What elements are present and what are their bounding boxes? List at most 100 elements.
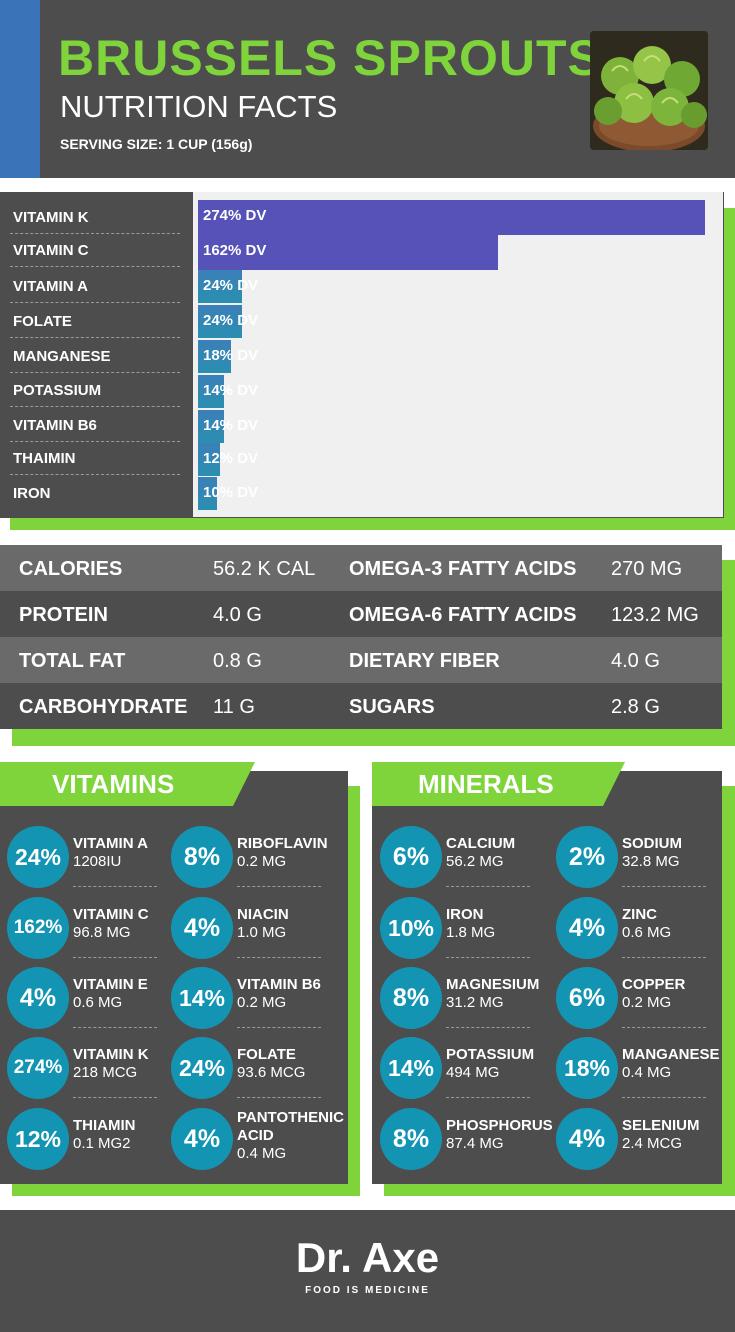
bar-category-label: THAIMIN xyxy=(13,450,76,467)
nutrient-separator xyxy=(622,957,706,958)
macro-name: CARBOHYDRATE xyxy=(19,696,188,718)
percent-badge: 2% xyxy=(556,826,618,888)
nutrient-name: SODIUM xyxy=(622,835,682,852)
percent-badge: 24% xyxy=(171,1037,233,1099)
bar-value-label: 14% DV xyxy=(203,417,259,434)
nutrient-amount: 0.6 MG xyxy=(622,924,672,941)
macro-value: 4.0 G xyxy=(611,650,660,672)
percent-badge: 14% xyxy=(171,967,233,1029)
footer xyxy=(0,1210,735,1332)
nutrient-name: IRON xyxy=(446,906,484,923)
header-accent-stripe xyxy=(0,0,40,178)
nutrient-name: VITAMIN B6 xyxy=(237,976,321,993)
bar-separator xyxy=(10,337,180,338)
nutrient-separator xyxy=(73,1027,157,1028)
brand-tagline: FOOD IS MEDICINE xyxy=(305,1285,430,1296)
macro-value: 4.0 G xyxy=(213,604,262,626)
macro-value: 11 G xyxy=(213,696,255,718)
nutrient-separator xyxy=(622,886,706,887)
nutrient-amount: 32.8 MG xyxy=(622,853,680,870)
bar-value-label: 162% DV xyxy=(203,242,267,259)
bar-value-label: 14% DV xyxy=(203,382,259,399)
bar-category-label: VITAMIN A xyxy=(13,278,88,295)
nutrient-amount: 1.0 MG xyxy=(237,924,287,941)
nutrient-separator xyxy=(237,957,321,958)
nutrient-name: NIACIN xyxy=(237,906,289,923)
bar-value-label: 10% DV xyxy=(203,484,259,501)
nutrient-name: COPPER xyxy=(622,976,686,993)
macro-name: OMEGA-3 FATTY ACIDS xyxy=(349,558,577,580)
bar-7 xyxy=(198,443,220,476)
bar-separator xyxy=(10,233,180,234)
percent-badge: 18% xyxy=(556,1037,618,1099)
nutrient-amount: 1208IU xyxy=(73,853,122,870)
bar-separator xyxy=(10,302,180,303)
macro-name: OMEGA-6 FATTY ACIDS xyxy=(349,604,577,626)
brussels-sprouts-photo xyxy=(590,31,708,150)
bar-separator xyxy=(10,266,180,267)
nutrient-name: ZINC xyxy=(622,906,657,923)
bar-6 xyxy=(198,410,224,443)
bar-value-label: 24% DV xyxy=(203,277,259,294)
macro-value: 270 MG xyxy=(611,558,683,580)
bar-2 xyxy=(198,270,242,303)
nutrient-separator xyxy=(73,957,157,958)
nutrient-separator xyxy=(237,1097,321,1098)
brussels-sprouts-illustration xyxy=(590,31,708,150)
macro-name: CALORIES xyxy=(19,558,123,580)
brand-logo: Dr. Axe xyxy=(295,1234,440,1281)
percent-badge: 8% xyxy=(380,967,442,1029)
percent-badge: 12% xyxy=(7,1108,69,1170)
macro-name: DIETARY FIBER xyxy=(349,650,500,672)
bar-4 xyxy=(198,340,231,373)
nutrient-separator xyxy=(237,1027,321,1028)
percent-badge: 4% xyxy=(171,1108,233,1170)
nutrient-separator xyxy=(446,957,530,958)
percent-badge: 4% xyxy=(556,1108,618,1170)
bar-category-label: MANGANESE xyxy=(13,348,111,365)
bar-category-label: VITAMIN C xyxy=(13,242,89,259)
macro-value: 56.2 K CAL xyxy=(213,558,316,580)
bar-value-label: 18% DV xyxy=(203,347,259,364)
nutrient-name: CALCIUM xyxy=(446,835,516,852)
nutrient-amount: 87.4 MG xyxy=(446,1135,504,1152)
nutrient-separator xyxy=(73,1097,157,1098)
bar-separator xyxy=(10,441,180,442)
bar-5 xyxy=(198,375,224,408)
nutrient-amount: 0.6 MG xyxy=(73,994,123,1011)
minerals-title: MINERALS xyxy=(418,769,554,799)
page-subtitle: NUTRITION FACTS xyxy=(60,89,338,124)
percent-badge: 162% xyxy=(7,897,69,959)
nutrient-separator xyxy=(73,886,157,887)
macro-row xyxy=(0,545,722,591)
percent-badge: 14% xyxy=(380,1037,442,1099)
nutrient-name: MANGANESE xyxy=(622,1046,720,1063)
percent-badge: 10% xyxy=(380,897,442,959)
macro-row xyxy=(0,637,722,683)
minerals-banner: MINERALS xyxy=(372,762,625,806)
bar-category-label: IRON xyxy=(13,485,51,502)
vitamins-title: VITAMINS xyxy=(52,769,175,799)
bar-3 xyxy=(198,305,242,338)
bar-separator xyxy=(10,474,180,475)
nutrient-name: VITAMIN C xyxy=(73,906,149,923)
percent-badge: 4% xyxy=(7,967,69,1029)
nutrient-amount: 218 MCG xyxy=(73,1064,138,1081)
nutrient-amount: 0.4 MG xyxy=(622,1064,672,1081)
nutrient-name: RIBOFLAVIN xyxy=(237,835,328,852)
percent-badge: 4% xyxy=(556,897,618,959)
nutrient-name: SELENIUM xyxy=(622,1117,700,1134)
macro-name: PROTEIN xyxy=(19,604,108,626)
percent-badge: 8% xyxy=(171,826,233,888)
bar-category-label: VITAMIN B6 xyxy=(13,417,97,434)
bar-category-label: FOLATE xyxy=(13,313,72,330)
bar-1 xyxy=(198,235,498,270)
macro-value: 2.8 G xyxy=(611,696,660,718)
bar-value-label: 12% DV xyxy=(203,450,259,467)
nutrient-separator xyxy=(237,886,321,887)
nutrient-amount: 0.2 MG xyxy=(237,994,287,1011)
nutrient-amount: 0.1 MG2 xyxy=(73,1135,131,1152)
bar-category-label: VITAMIN K xyxy=(13,209,89,226)
percent-badge: 274% xyxy=(7,1037,69,1099)
macro-row xyxy=(0,591,722,637)
